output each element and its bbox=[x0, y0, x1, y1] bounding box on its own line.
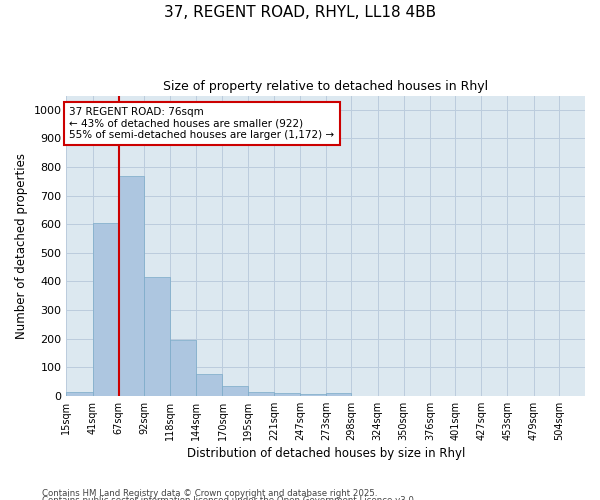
Bar bbox=[119, 176, 144, 396]
Y-axis label: Number of detached properties: Number of detached properties bbox=[15, 152, 28, 338]
Bar bbox=[274, 393, 300, 396]
Bar bbox=[326, 393, 352, 396]
Text: 37, REGENT ROAD, RHYL, LL18 4BB: 37, REGENT ROAD, RHYL, LL18 4BB bbox=[164, 5, 436, 20]
Bar bbox=[67, 392, 92, 396]
Bar bbox=[300, 394, 326, 396]
Bar bbox=[223, 386, 248, 396]
Bar bbox=[196, 374, 223, 396]
X-axis label: Distribution of detached houses by size in Rhyl: Distribution of detached houses by size … bbox=[187, 447, 465, 460]
Bar bbox=[92, 223, 119, 396]
Text: Contains public sector information licensed under the Open Government Licence v3: Contains public sector information licen… bbox=[42, 496, 416, 500]
Bar bbox=[248, 392, 274, 396]
Bar bbox=[170, 340, 196, 396]
Text: 37 REGENT ROAD: 76sqm
← 43% of detached houses are smaller (922)
55% of semi-det: 37 REGENT ROAD: 76sqm ← 43% of detached … bbox=[70, 107, 335, 140]
Text: Contains HM Land Registry data © Crown copyright and database right 2025.: Contains HM Land Registry data © Crown c… bbox=[42, 488, 377, 498]
Title: Size of property relative to detached houses in Rhyl: Size of property relative to detached ho… bbox=[163, 80, 488, 93]
Bar bbox=[144, 277, 170, 396]
